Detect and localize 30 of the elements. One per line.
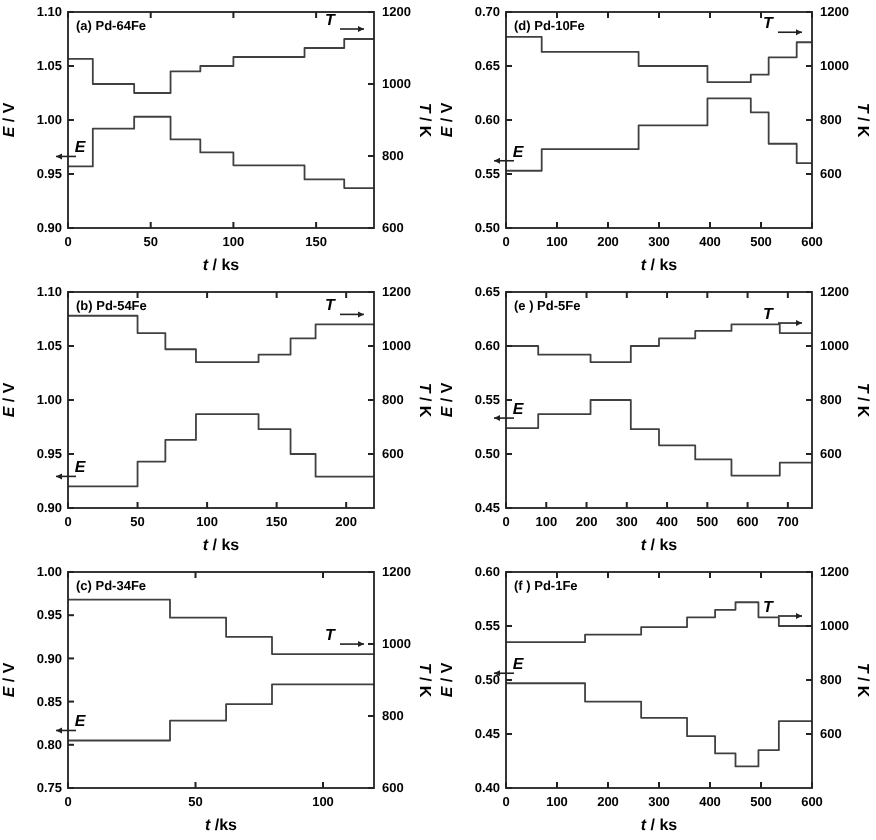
annotation: E [512, 142, 525, 161]
y2-axis-title: T / K [416, 382, 434, 418]
annotation: T [325, 626, 338, 645]
y2-axis-title: T / K [854, 382, 872, 418]
x-axis-title: t / ks [202, 256, 241, 274]
y2-axis-title: T / K [416, 102, 434, 138]
annotation: T [325, 296, 338, 315]
annotation: T [763, 14, 776, 33]
x-axis-title: t / ks [202, 536, 241, 554]
annotation: E [512, 400, 525, 419]
y-axis-title: E / V [438, 661, 456, 698]
x-axis-title: t /ks [204, 816, 239, 834]
annotation: E [74, 712, 87, 731]
annotation: E [74, 458, 87, 477]
x-axis-title: t / ks [640, 816, 679, 834]
annotation: T [325, 11, 338, 29]
y2-axis-title: T / K [854, 662, 872, 698]
y-axis-title: E / V [438, 101, 456, 138]
annotation: T [763, 305, 776, 324]
annotation: E [512, 655, 525, 674]
y-axis-title: E / V [0, 381, 18, 418]
annotation: T [763, 598, 776, 616]
x-axis-title: t / ks [640, 536, 679, 554]
annotation: E [74, 138, 87, 157]
x-axis-title: t / ks [640, 256, 679, 274]
y2-axis-title: T / K [854, 102, 872, 138]
y-axis-title: E / V [0, 661, 18, 698]
y2-axis-title: T / K [416, 662, 434, 698]
y-axis-title: E / V [438, 381, 456, 418]
y-axis-title: E / V [0, 101, 18, 138]
